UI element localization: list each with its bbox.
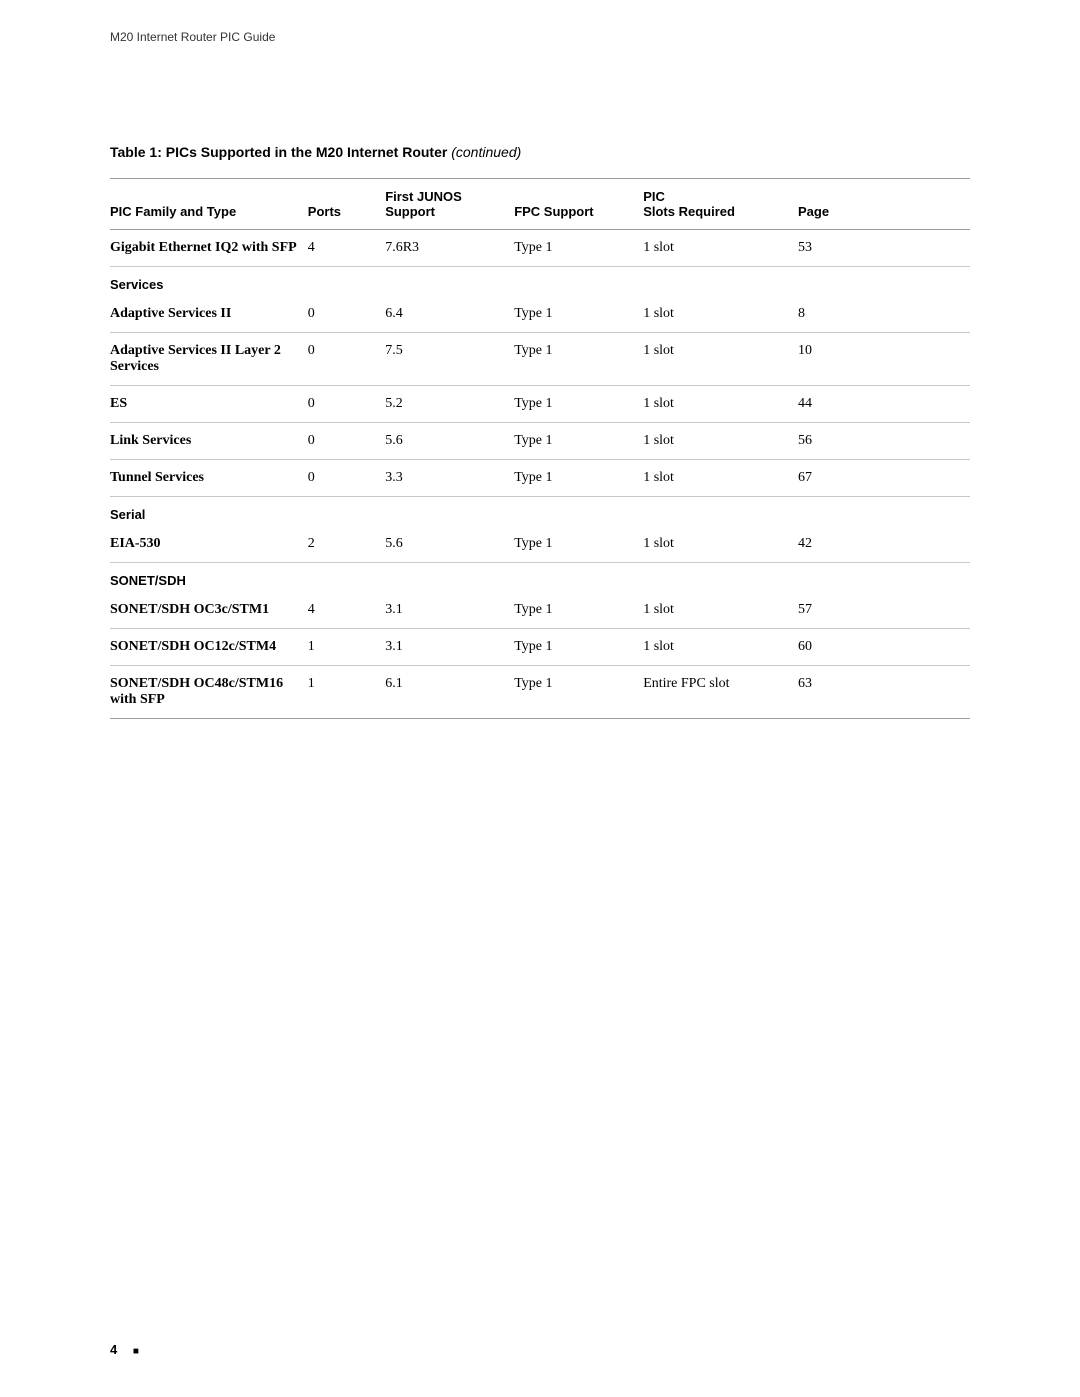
cell-page: 67 xyxy=(798,460,970,497)
section-row-sonet: SONET/SDH xyxy=(110,563,970,593)
table-title-continued: (continued) xyxy=(447,144,521,160)
pic-table: PIC Family and Type Ports First JUNOS Su… xyxy=(110,178,970,719)
table-row: Adaptive Services II 0 6.4 Type 1 1 slot… xyxy=(110,296,970,333)
cell-ports: 0 xyxy=(308,423,385,460)
table-row: ES 0 5.2 Type 1 1 slot 44 xyxy=(110,386,970,423)
cell-junos: 7.6R3 xyxy=(385,230,514,267)
table-title: Table 1: PICs Supported in the M20 Inter… xyxy=(110,144,970,160)
page: M20 Internet Router PIC Guide Table 1: P… xyxy=(0,0,1080,1397)
col-slots-line1: PIC xyxy=(643,189,792,204)
section-label: Serial xyxy=(110,497,970,527)
cell-slots: 1 slot xyxy=(643,296,798,333)
table-row: Link Services 0 5.6 Type 1 1 slot 56 xyxy=(110,423,970,460)
cell-fpc: Type 1 xyxy=(514,592,643,629)
cell-ports: 2 xyxy=(308,526,385,563)
cell-ports: 1 xyxy=(308,629,385,666)
cell-junos: 5.2 xyxy=(385,386,514,423)
cell-ports: 0 xyxy=(308,296,385,333)
cell-fpc: Type 1 xyxy=(514,526,643,563)
cell-page: 60 xyxy=(798,629,970,666)
section-row-services: Services xyxy=(110,267,970,297)
cell-junos: 3.1 xyxy=(385,592,514,629)
table-header-row: PIC Family and Type Ports First JUNOS Su… xyxy=(110,179,970,230)
cell-family: Tunnel Services xyxy=(110,460,308,497)
table-row: Tunnel Services 0 3.3 Type 1 1 slot 67 xyxy=(110,460,970,497)
cell-slots: Entire FPC slot xyxy=(643,666,798,719)
table-row: SONET/SDH OC48c/STM16 with SFP 1 6.1 Typ… xyxy=(110,666,970,719)
cell-fpc: Type 1 xyxy=(514,386,643,423)
footer-square-icon: ■ xyxy=(133,1346,139,1357)
cell-slots: 1 slot xyxy=(643,592,798,629)
cell-junos: 3.3 xyxy=(385,460,514,497)
section-label: SONET/SDH xyxy=(110,563,970,593)
cell-family: Link Services xyxy=(110,423,308,460)
cell-family: SONET/SDH OC3c/STM1 xyxy=(110,592,308,629)
cell-fpc: Type 1 xyxy=(514,423,643,460)
cell-page: 42 xyxy=(798,526,970,563)
col-junos: First JUNOS Support xyxy=(385,179,514,230)
cell-family: Gigabit Ethernet IQ2 with SFP xyxy=(110,230,308,267)
col-junos-line1: First JUNOS xyxy=(385,189,508,204)
col-ports: Ports xyxy=(308,179,385,230)
cell-slots: 1 slot xyxy=(643,460,798,497)
running-head: M20 Internet Router PIC Guide xyxy=(110,30,970,44)
cell-junos: 5.6 xyxy=(385,526,514,563)
cell-ports: 0 xyxy=(308,333,385,386)
cell-junos: 6.4 xyxy=(385,296,514,333)
cell-junos: 3.1 xyxy=(385,629,514,666)
table-row: Gigabit Ethernet IQ2 with SFP 4 7.6R3 Ty… xyxy=(110,230,970,267)
cell-slots: 1 slot xyxy=(643,423,798,460)
cell-page: 8 xyxy=(798,296,970,333)
cell-ports: 4 xyxy=(308,230,385,267)
cell-junos: 5.6 xyxy=(385,423,514,460)
cell-slots: 1 slot xyxy=(643,386,798,423)
table-row: SONET/SDH OC3c/STM1 4 3.1 Type 1 1 slot … xyxy=(110,592,970,629)
cell-slots: 1 slot xyxy=(643,333,798,386)
col-junos-line2: Support xyxy=(385,204,508,219)
table-row: Adaptive Services II Layer 2 Services 0 … xyxy=(110,333,970,386)
cell-family: Adaptive Services II xyxy=(110,296,308,333)
cell-page: 10 xyxy=(798,333,970,386)
cell-fpc: Type 1 xyxy=(514,460,643,497)
cell-page: 63 xyxy=(798,666,970,719)
col-pic-family: PIC Family and Type xyxy=(110,179,308,230)
cell-page: 44 xyxy=(798,386,970,423)
col-fpc: FPC Support xyxy=(514,179,643,230)
cell-family: ES xyxy=(110,386,308,423)
col-page: Page xyxy=(798,179,970,230)
table-row: EIA-530 2 5.6 Type 1 1 slot 42 xyxy=(110,526,970,563)
cell-family: EIA-530 xyxy=(110,526,308,563)
page-footer: 4 ■ xyxy=(110,1342,139,1357)
cell-slots: 1 slot xyxy=(643,230,798,267)
cell-page: 53 xyxy=(798,230,970,267)
cell-fpc: Type 1 xyxy=(514,230,643,267)
section-row-serial: Serial xyxy=(110,497,970,527)
cell-family: SONET/SDH OC12c/STM4 xyxy=(110,629,308,666)
cell-junos: 6.1 xyxy=(385,666,514,719)
cell-fpc: Type 1 xyxy=(514,666,643,719)
cell-ports: 0 xyxy=(308,460,385,497)
cell-fpc: Type 1 xyxy=(514,629,643,666)
cell-family: Adaptive Services II Layer 2 Services xyxy=(110,333,308,386)
cell-fpc: Type 1 xyxy=(514,296,643,333)
col-slots: PIC Slots Required xyxy=(643,179,798,230)
table-row: SONET/SDH OC12c/STM4 1 3.1 Type 1 1 slot… xyxy=(110,629,970,666)
table-title-bold: Table 1: PICs Supported in the M20 Inter… xyxy=(110,144,447,160)
cell-page: 57 xyxy=(798,592,970,629)
section-label: Services xyxy=(110,267,970,297)
cell-ports: 4 xyxy=(308,592,385,629)
cell-ports: 1 xyxy=(308,666,385,719)
cell-junos: 7.5 xyxy=(385,333,514,386)
cell-page: 56 xyxy=(798,423,970,460)
cell-fpc: Type 1 xyxy=(514,333,643,386)
col-slots-line2: Slots Required xyxy=(643,204,792,219)
page-number: 4 xyxy=(110,1342,117,1357)
cell-slots: 1 slot xyxy=(643,526,798,563)
cell-slots: 1 slot xyxy=(643,629,798,666)
cell-family: SONET/SDH OC48c/STM16 with SFP xyxy=(110,666,308,719)
cell-ports: 0 xyxy=(308,386,385,423)
